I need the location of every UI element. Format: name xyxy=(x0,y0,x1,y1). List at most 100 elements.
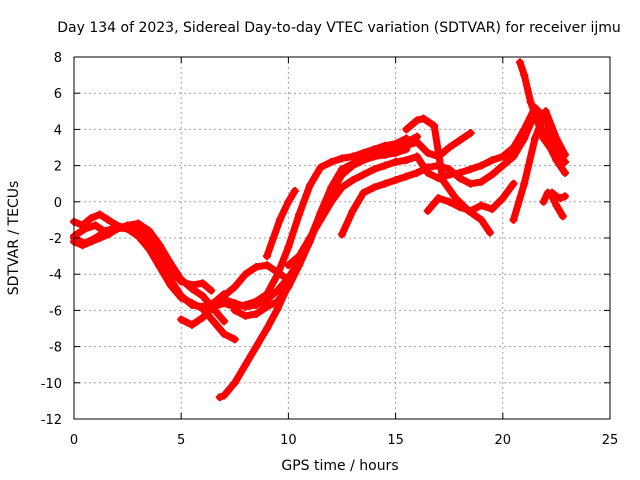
data-point-marker xyxy=(402,156,411,165)
data-point-marker xyxy=(241,302,250,311)
data-point-marker xyxy=(305,234,314,242)
data-point-marker xyxy=(134,226,143,235)
data-point-marker xyxy=(423,148,432,157)
data-point-marker xyxy=(269,234,278,242)
y-tick-label: 4 xyxy=(54,123,62,138)
data-point-marker xyxy=(359,188,368,197)
data-point-marker xyxy=(477,161,486,170)
data-point-marker xyxy=(488,205,497,214)
data-point-marker xyxy=(548,188,557,197)
series-arc-15 xyxy=(515,58,567,165)
data-point-marker xyxy=(370,150,379,159)
data-point-marker xyxy=(539,197,548,206)
data-point-marker xyxy=(520,71,529,80)
data-point-marker xyxy=(145,237,154,246)
data-point-marker xyxy=(177,277,186,286)
data-point-marker xyxy=(477,201,486,210)
data-point-marker xyxy=(488,170,497,179)
data-point-marker xyxy=(215,393,224,402)
data-point-marker xyxy=(327,157,336,166)
data-point-marker xyxy=(370,183,379,192)
data-point-marker xyxy=(198,302,207,311)
data-point-marker xyxy=(348,176,357,185)
series-arc-18 xyxy=(262,186,299,261)
series-arc-12 xyxy=(402,114,494,237)
data-point-marker xyxy=(252,262,261,271)
data-point-marker xyxy=(338,165,346,174)
y-tick-label: 2 xyxy=(54,160,62,175)
data-point-marker xyxy=(295,261,304,270)
data-point-marker xyxy=(380,147,389,156)
data-point-marker xyxy=(552,147,561,156)
data-point-marker xyxy=(187,300,196,309)
data-point-marker xyxy=(78,221,87,230)
data-point-marker xyxy=(198,279,207,288)
data-point-marker xyxy=(273,286,282,295)
data-point-marker xyxy=(498,161,507,170)
data-point-marker xyxy=(327,183,336,192)
data-point-marker xyxy=(451,194,460,203)
data-point-marker xyxy=(466,206,475,215)
data-point-marker xyxy=(273,304,282,313)
axis-ticks xyxy=(73,56,611,420)
data-point-marker xyxy=(498,152,507,161)
data-point-marker xyxy=(445,165,454,174)
data-point-marker xyxy=(445,197,454,206)
data-point-marker xyxy=(477,177,486,186)
y-tick-label: -10 xyxy=(41,377,62,392)
data-point-marker xyxy=(338,230,346,239)
data-markers xyxy=(70,58,569,402)
series-arc-9 xyxy=(230,129,475,320)
data-point-marker xyxy=(413,138,422,147)
data-point-marker xyxy=(419,114,428,123)
data-point-marker xyxy=(520,179,529,188)
data-point-marker xyxy=(220,391,229,400)
data-point-marker xyxy=(327,197,336,206)
data-point-marker xyxy=(316,163,325,172)
data-point-marker xyxy=(466,129,475,138)
data-point-marker xyxy=(526,98,535,107)
series-arc-17 xyxy=(548,188,569,203)
data-point-marker xyxy=(520,134,529,143)
data-point-marker xyxy=(391,157,400,166)
data-point-marker xyxy=(123,223,132,232)
data-point-marker xyxy=(485,228,494,237)
data-point-marker xyxy=(295,210,304,219)
y-tick-label: 6 xyxy=(54,87,62,102)
x-tick-label: 15 xyxy=(387,433,404,448)
data-point-marker xyxy=(541,107,550,116)
data-point-marker xyxy=(241,311,250,320)
x-tick-label: 5 xyxy=(177,433,185,448)
data-point-marker xyxy=(466,179,475,188)
data-point-marker xyxy=(284,261,293,270)
x-tick-label: 20 xyxy=(495,433,512,448)
data-point-marker xyxy=(91,221,100,230)
data-point-marker xyxy=(252,342,261,351)
data-point-marker xyxy=(155,255,164,264)
data-point-marker xyxy=(209,302,218,311)
data-point-marker xyxy=(338,183,346,192)
data-point-marker xyxy=(402,125,411,134)
data-point-marker xyxy=(230,335,239,344)
data-point-marker xyxy=(402,172,411,181)
data-point-marker xyxy=(275,215,284,224)
data-point-marker xyxy=(273,297,282,306)
data-point-marker xyxy=(305,181,314,190)
y-tick-label: -2 xyxy=(49,232,62,247)
data-point-marker xyxy=(104,230,113,239)
data-point-marker xyxy=(95,210,104,219)
data-point-marker xyxy=(104,215,113,224)
data-point-marker xyxy=(348,152,357,161)
data-point-marker xyxy=(348,206,357,215)
data-point-marker xyxy=(359,170,368,179)
y-tick-label: -4 xyxy=(49,268,62,283)
data-point-marker xyxy=(560,168,569,177)
data-point-marker xyxy=(380,179,389,188)
y-tick-label: 0 xyxy=(54,196,62,211)
data-point-marker xyxy=(87,214,96,223)
series-trace xyxy=(338,109,569,238)
data-point-marker xyxy=(262,295,271,304)
data-point-marker xyxy=(207,286,216,295)
data-point-marker xyxy=(230,299,239,308)
y-tick-label: -6 xyxy=(49,304,62,319)
